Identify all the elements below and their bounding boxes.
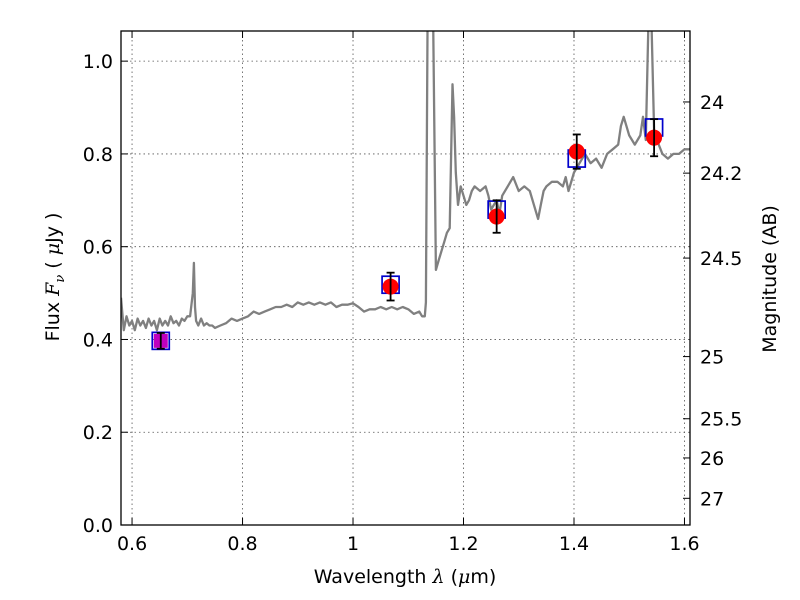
- plot-frame: [120, 30, 691, 526]
- x-axis-lambda-symbol: λ: [431, 566, 444, 588]
- x-axis-unit-rest: m): [470, 566, 496, 588]
- x-axis-title-prefix: Wavelength: [314, 566, 433, 588]
- x-tick-label: 0.8: [227, 533, 257, 555]
- y-axis-flux-symbol: F: [42, 282, 64, 297]
- y-axis-unit-rest: Jy ): [42, 213, 64, 244]
- x-axis-mu-symbol: μ: [458, 566, 470, 588]
- y-tick-label: 0.8: [83, 144, 113, 166]
- magnitude-tick-label: 24: [700, 92, 724, 114]
- x-tick-label: 1.2: [448, 533, 478, 555]
- y-axis-title-open: (: [42, 255, 64, 275]
- x-tick-label: 0.6: [117, 533, 147, 555]
- y-tick-label: 0.4: [83, 329, 113, 351]
- y-axis-title: Flux Fν ( μJy ): [42, 213, 68, 342]
- x-tick-label: 1: [347, 533, 359, 555]
- y-tick-label: 0.2: [83, 422, 113, 444]
- magnitude-axis-title: Magnitude (AB): [759, 205, 781, 353]
- magnitude-tick-label: 24.5: [700, 248, 742, 270]
- x-tick-label: 1.4: [559, 533, 589, 555]
- magnitude-tick-label: 25.5: [700, 409, 742, 431]
- points-layer: [151, 118, 664, 351]
- grid-lines: [121, 31, 690, 526]
- magnitude-tick-label: 25: [700, 347, 724, 369]
- y-axis-title-prefix: Flux: [42, 296, 64, 342]
- y-tick-label: 0.6: [83, 237, 113, 259]
- x-axis-title-open: (: [445, 566, 458, 588]
- axis-ticks: 0.6 0.8 1 1.2 1.4 1.6 0.0 0.2 0.4 0.6 0.8 1.0 24 24.2…: [83, 31, 742, 555]
- spectrum-layer: [121, 31, 690, 332]
- y-tick-label: 0.0: [83, 515, 113, 537]
- y-axis-mu-symbol: μ: [42, 243, 64, 255]
- y-axis-nu-subscript: ν: [53, 275, 68, 283]
- spectrum-line: [121, 31, 690, 332]
- y-tick-label: 1.0: [83, 51, 113, 73]
- magnitude-tick-label: 24.2: [700, 163, 742, 185]
- magnitude-tick-label: 26: [700, 448, 724, 470]
- magnitude-tick-label: 27: [700, 488, 724, 510]
- x-axis-title: Wavelength λ (μm): [314, 566, 497, 588]
- x-tick-label: 1.6: [669, 533, 699, 555]
